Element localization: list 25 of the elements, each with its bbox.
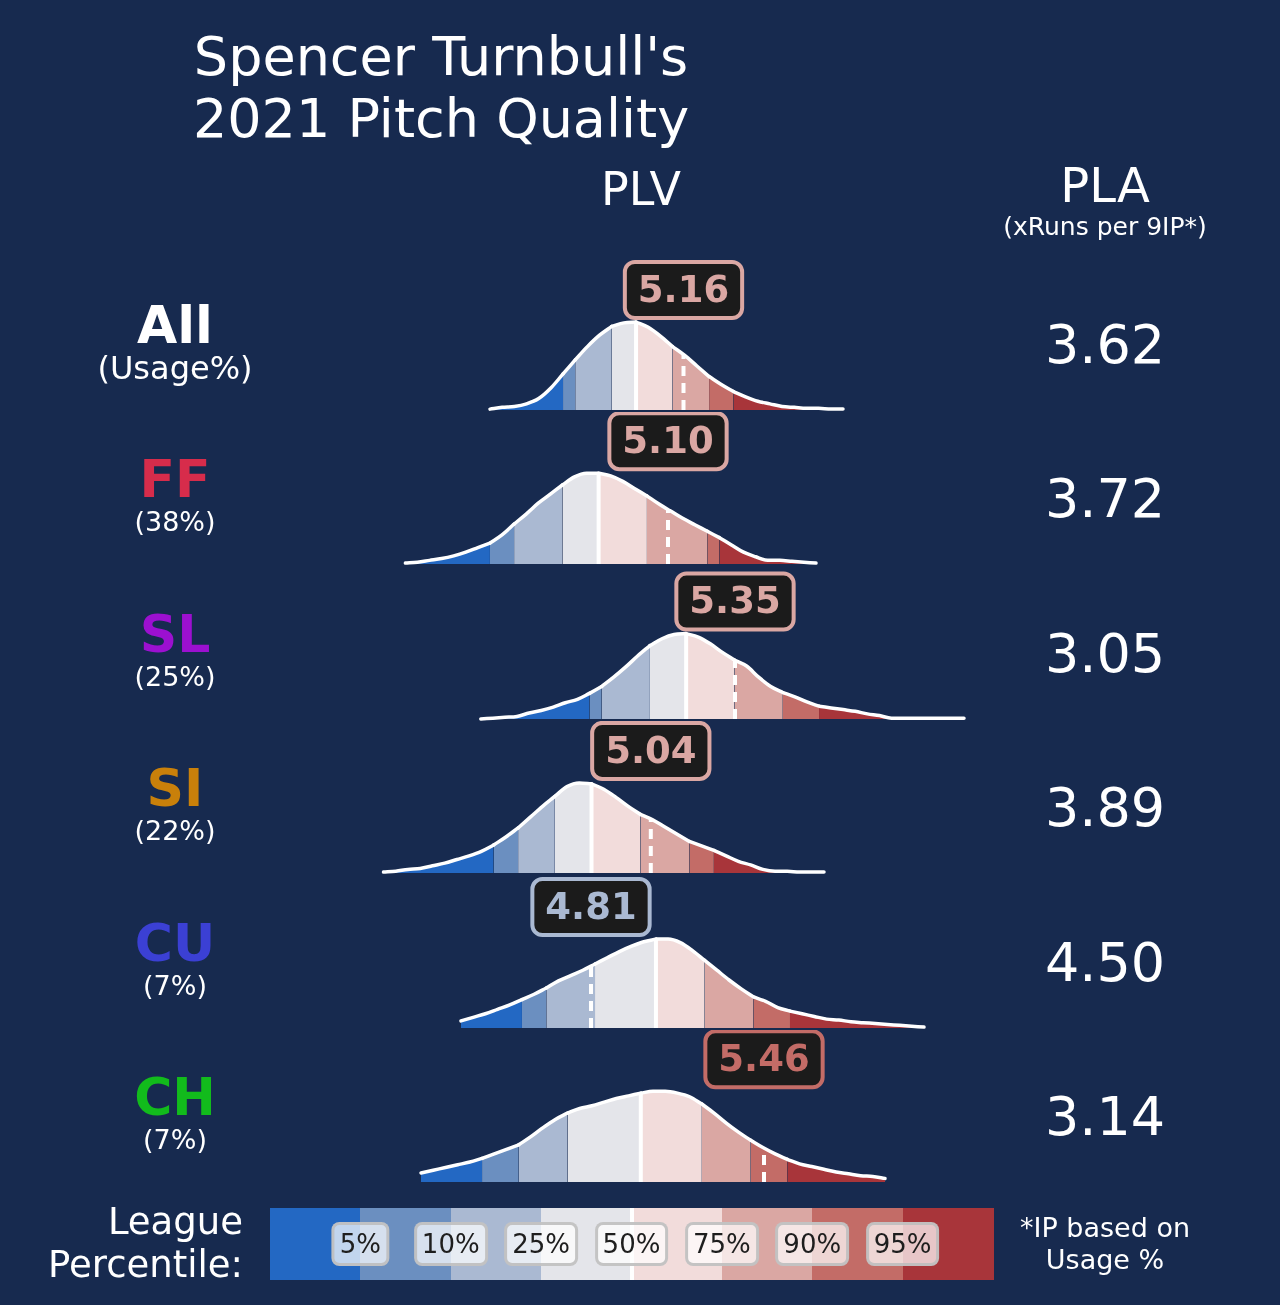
text: 4.81 [545, 884, 637, 928]
text: PLA [1059, 157, 1151, 213]
text: 90% [775, 1222, 850, 1266]
text: 3.62 [1043, 313, 1167, 376]
text: 95% [865, 1222, 940, 1266]
text: 5% [331, 1222, 389, 1266]
legend-title: League Percentile: [47, 1200, 243, 1286]
text: Spencer Turnbull's 2021 Pitch Quality [191, 25, 691, 150]
text: 25% [504, 1222, 579, 1266]
text: 3.89 [1043, 776, 1167, 840]
text: (xRuns per 9IP*) [1002, 212, 1208, 242]
text: 10% [413, 1222, 488, 1266]
text: *IP based on Usage % [1018, 1212, 1191, 1276]
text: 5.16 [637, 267, 730, 311]
text: 50% [594, 1222, 669, 1266]
text: 3.14 [1043, 1085, 1167, 1148]
text: 5.46 [718, 1036, 810, 1080]
text: 5.35 [689, 579, 781, 623]
text: 75% [684, 1222, 759, 1266]
text: 4.50 [1043, 930, 1167, 994]
text: PLV [600, 162, 682, 216]
text: 3.05 [1043, 621, 1167, 685]
text: 5.10 [622, 419, 714, 463]
text: 3.72 [1043, 467, 1167, 531]
text: 5.04 [605, 728, 697, 772]
